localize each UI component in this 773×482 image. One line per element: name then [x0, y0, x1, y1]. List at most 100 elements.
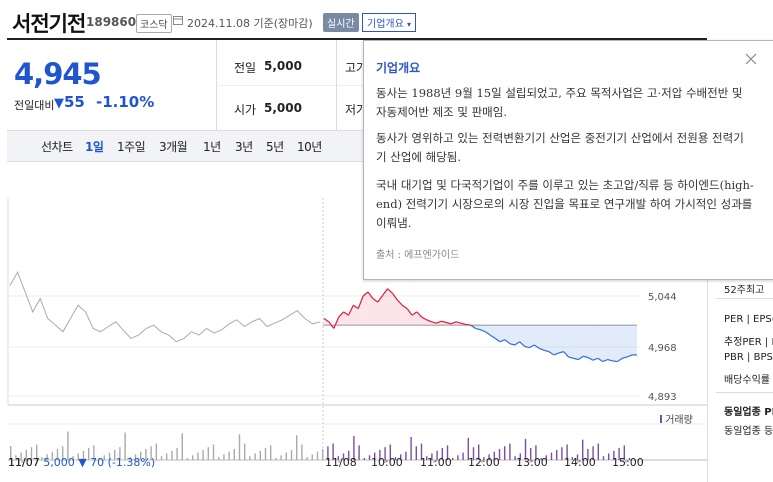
volume-bar — [285, 452, 287, 460]
volume-bar — [311, 454, 313, 460]
metric-label: PBR — [724, 352, 744, 363]
volume-bar — [556, 449, 558, 460]
price-segment — [514, 341, 520, 346]
down-area — [553, 325, 559, 355]
chart-type-label[interactable]: 선차트 — [41, 140, 73, 154]
volume-bar — [10, 446, 12, 460]
volume-bar — [15, 455, 17, 460]
down-area — [544, 325, 549, 352]
volume-legend: 거래량 — [660, 411, 693, 426]
volume-bar — [400, 454, 402, 460]
volume-bar — [290, 449, 293, 460]
volume-bar — [202, 449, 204, 460]
volume-bar — [134, 454, 137, 460]
up-area — [372, 298, 378, 326]
x-tick-label: 11:00 — [420, 456, 452, 469]
volume-bar — [155, 443, 157, 460]
tab-1d[interactable]: 1일 — [85, 140, 104, 154]
volume-bar — [171, 450, 173, 460]
up-area — [324, 318, 329, 326]
stock-code: 189860 — [86, 15, 137, 29]
volume-bar — [384, 447, 386, 460]
tab-3m[interactable]: 3개월 — [159, 140, 188, 154]
down-area — [558, 325, 564, 353]
volume-bar — [353, 436, 355, 460]
price-segment — [465, 323, 471, 326]
volume-bar — [498, 449, 501, 460]
tab-1y[interactable]: 1년 — [203, 140, 221, 154]
up-area — [397, 299, 403, 326]
price-segment — [372, 298, 379, 303]
price-segment — [401, 304, 408, 310]
volume-bar — [212, 444, 215, 460]
volume-bar — [363, 458, 365, 460]
volume-bar — [145, 449, 147, 460]
volume-bar — [587, 449, 589, 460]
price-segment — [377, 294, 384, 303]
price-segment — [421, 316, 427, 321]
volume-bar — [379, 449, 381, 460]
volume-bar — [20, 452, 22, 460]
volume-bar — [56, 449, 59, 460]
volume-legend-label: 거래량 — [665, 415, 693, 426]
volume-bar — [218, 457, 220, 460]
volume-bar — [524, 438, 527, 460]
price-segment — [529, 344, 535, 349]
volume-bar — [415, 446, 417, 460]
tab-10y[interactable]: 10년 — [297, 140, 322, 154]
x-tick-label: 12:00 — [468, 456, 500, 469]
price-segment — [592, 357, 599, 361]
volume-bar — [150, 446, 152, 460]
volume-bar — [327, 446, 329, 460]
x-tick-label: 10:00 — [371, 456, 403, 469]
volume-bar — [441, 448, 443, 460]
volume-bar — [483, 457, 485, 460]
low-label: 저가 — [345, 103, 368, 117]
metric-dividend: 배당수익률 — [724, 375, 770, 386]
volume-bar — [545, 455, 547, 460]
price-segment — [602, 359, 608, 363]
price-segment — [396, 299, 403, 306]
volume-bar — [410, 437, 412, 460]
divider — [216, 85, 366, 86]
down-area — [607, 325, 613, 361]
tab-3y[interactable]: 3년 — [235, 140, 253, 154]
tab-1w[interactable]: 1주일 — [117, 140, 146, 154]
tab-5y[interactable]: 5년 — [266, 140, 284, 154]
overview-paragraph: 동사가 영위하고 있는 전력변환기기 산업은 중전기기 산업에서 전원용 전력기… — [376, 131, 744, 164]
market-badge: 코스닥 — [136, 14, 172, 33]
company-overview-button[interactable]: 기업개요 ▾ — [362, 13, 417, 32]
price-segment — [583, 355, 589, 359]
down-area — [573, 325, 579, 360]
up-area — [421, 317, 427, 326]
metric-per: PER | EPS( — [724, 314, 773, 325]
volume-bar — [348, 450, 350, 460]
down-area — [622, 325, 628, 359]
price-segment — [519, 341, 525, 347]
divider — [336, 40, 337, 130]
volume-bar — [186, 458, 189, 460]
price-segment — [323, 318, 330, 323]
price-segment — [494, 337, 501, 343]
down-area — [627, 325, 633, 357]
y-axis: 5,044 4,968 4,893 — [648, 292, 677, 403]
volume-bar — [462, 452, 464, 460]
up-area — [416, 311, 422, 326]
down-area — [514, 325, 520, 346]
volume-bar — [181, 433, 183, 460]
close-icon[interactable] — [743, 51, 759, 67]
price-segment — [470, 324, 476, 329]
price-segment — [387, 288, 393, 294]
metric-industry-per: 동일업종 PE — [724, 407, 773, 418]
volume-bar — [233, 449, 235, 460]
realtime-button[interactable]: 실시간 — [323, 13, 359, 32]
price-segment — [538, 347, 545, 351]
volume-bar — [446, 445, 449, 460]
intraday-chart: 5,044 4,968 4,893 11/07 11/08 10:00 11:00 12:0… — [7, 198, 707, 469]
price-segment — [533, 344, 540, 349]
current-price: 4,945 — [14, 57, 102, 91]
down-area — [563, 325, 569, 357]
overview-paragraph: 동사는 1988년 9월 15일 설립되었고, 주요 목적사업은 고·저압 수배… — [376, 86, 743, 119]
volume-bar — [25, 449, 27, 460]
price-segment — [382, 288, 389, 296]
